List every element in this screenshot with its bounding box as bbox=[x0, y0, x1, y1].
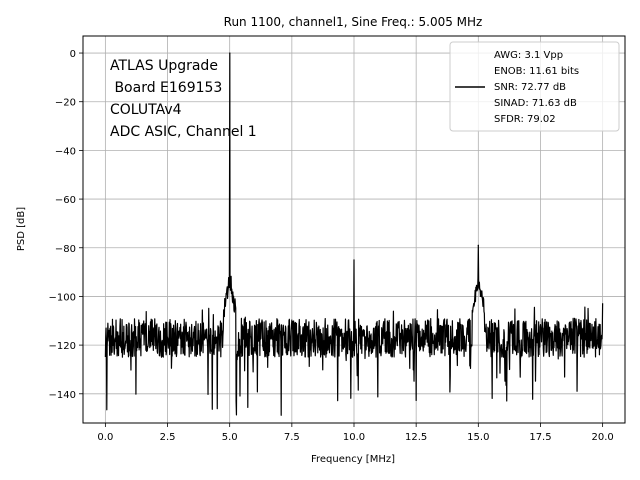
x-tick-label: 2.5 bbox=[160, 432, 176, 443]
legend: AWG: 3.1 Vpp ENOB: 11.61 bits SNR: 72.77… bbox=[449, 41, 620, 132]
y-tick-label: −100 bbox=[49, 292, 76, 303]
psd-peak-point bbox=[602, 303, 604, 305]
y-tick-label: −140 bbox=[49, 390, 76, 401]
legend-line-1: AWG: 3.1 Vpp bbox=[494, 50, 563, 61]
psd-peak-point bbox=[229, 52, 231, 54]
plot-area bbox=[104, 52, 604, 416]
psd-peak-point bbox=[353, 259, 355, 261]
legend-line-4: SINAD: 71.63 dB bbox=[494, 98, 577, 109]
legend-line-3: SNR: 72.77 dB bbox=[494, 82, 566, 93]
x-tick-label: 7.5 bbox=[284, 432, 300, 443]
annotation-line-4: ADC ASIC, Channel 1 bbox=[110, 124, 257, 140]
legend-line-5: SFDR: 79.02 bbox=[494, 114, 556, 125]
annotation-line-1: ATLAS Upgrade bbox=[110, 58, 218, 74]
x-tick-label: 15.0 bbox=[467, 432, 489, 443]
x-tick-label: 10.0 bbox=[343, 432, 365, 443]
chart-title: Run 1100, channel1, Sine Freq.: 5.005 MH… bbox=[224, 15, 483, 29]
x-tick-label: 12.5 bbox=[405, 432, 427, 443]
x-tick-label: 0.0 bbox=[97, 432, 113, 443]
y-axis-label: PSD [dB] bbox=[16, 207, 27, 251]
legend-box bbox=[449, 41, 620, 132]
annotation-line-3: COLUTAv4 bbox=[110, 102, 182, 118]
tick-layer: 0.0 2.5 5.0 7.5 10.0 12.5 15.0 17.5 20.0 0 −20 −40 −… bbox=[49, 49, 614, 443]
y-tick-label: −40 bbox=[55, 146, 76, 157]
x-axis-label: Frequency [MHz] bbox=[311, 454, 395, 465]
x-tick-label: 20.0 bbox=[591, 432, 613, 443]
annotation-block: ATLAS Upgrade Board E169153 COLUTAv4 ADC… bbox=[110, 58, 257, 140]
x-tick-label: 17.5 bbox=[529, 432, 551, 443]
x-tick-label: 5.0 bbox=[222, 432, 238, 443]
y-tick-label: −20 bbox=[55, 98, 76, 109]
y-tick-label: −120 bbox=[49, 341, 76, 352]
y-tick-label: −60 bbox=[55, 195, 76, 206]
psd-peak-point bbox=[477, 244, 479, 246]
y-tick-label: −80 bbox=[55, 244, 76, 255]
annotation-line-2: Board E169153 bbox=[110, 80, 222, 96]
legend-line-2: ENOB: 11.61 bits bbox=[494, 66, 579, 77]
y-tick-label: 0 bbox=[70, 49, 76, 60]
